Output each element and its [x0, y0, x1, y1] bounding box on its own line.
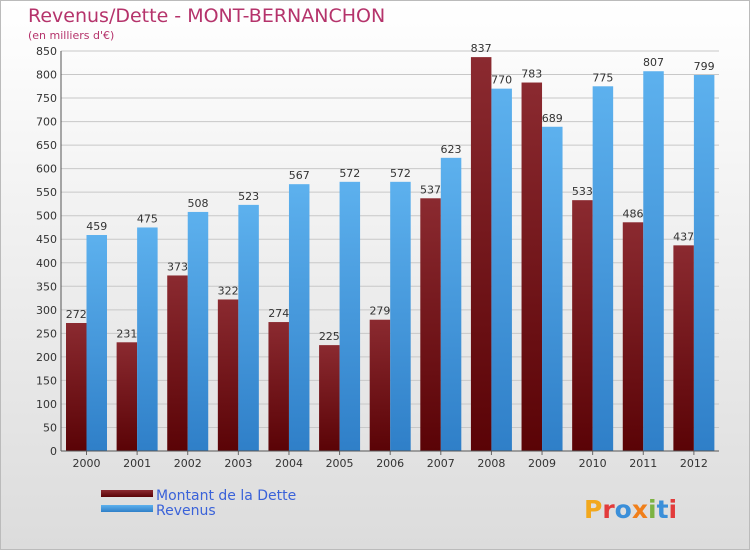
y-tick-label: 700	[36, 116, 57, 129]
bar-dette	[319, 345, 340, 451]
bar-dette	[369, 319, 391, 451]
value-label-revenus: 807	[643, 56, 664, 69]
value-label-revenus: 508	[187, 197, 208, 210]
bar-dette	[217, 299, 239, 451]
value-label-dette: 279	[369, 305, 390, 318]
legend-swatch-revenus	[101, 505, 153, 512]
labels-layer: 272 459 231 475 373 508 322 523 274 567 225 572 279 5…	[66, 42, 715, 343]
x-tick-label: 2010	[579, 457, 607, 470]
value-label-dette: 537	[420, 183, 441, 196]
axis-layer: 0 50 100 150 200 250 300 350 400 450 500 550 600 650 7…	[36, 45, 719, 470]
y-tick-label: 850	[36, 45, 57, 58]
proxiti-logo: Proxiti	[584, 495, 677, 524]
bar-dette	[420, 198, 441, 451]
y-tick-label: 200	[36, 351, 57, 364]
y-tick-label: 500	[36, 210, 57, 223]
bar-dette	[66, 323, 87, 451]
y-tick-label: 750	[36, 92, 57, 105]
x-tick-label: 2000	[73, 457, 101, 470]
value-label-dette: 837	[471, 42, 492, 55]
bar-dette	[167, 275, 188, 451]
legend: Montant de la Dette Revenus	[101, 488, 296, 519]
bar-revenus	[542, 126, 563, 451]
y-tick-label: 50	[43, 421, 57, 434]
x-tick-label: 2006	[376, 457, 404, 470]
bar-dette	[470, 57, 492, 451]
bar-revenus	[86, 235, 107, 451]
x-tick-label: 2007	[427, 457, 455, 470]
legend-swatch-debt	[101, 490, 153, 497]
x-tick-label: 2005	[326, 457, 354, 470]
x-tick-label: 2009	[528, 457, 556, 470]
y-tick-label: 100	[36, 398, 57, 411]
x-tick-label: 2004	[275, 457, 303, 470]
y-tick-label: 0	[50, 445, 57, 458]
bar-revenus	[491, 88, 512, 451]
y-tick-label: 650	[36, 139, 57, 152]
x-tick-label: 2001	[123, 457, 151, 470]
bar-revenus	[238, 204, 259, 451]
bar-revenus	[440, 157, 462, 451]
legend-label-revenus: Revenus	[156, 503, 216, 519]
value-label-revenus: 523	[238, 190, 259, 203]
value-label-revenus: 567	[289, 169, 310, 182]
y-tick-label: 400	[36, 257, 57, 270]
bar-revenus	[187, 211, 209, 451]
y-tick-label: 450	[36, 233, 57, 246]
bar-revenus	[693, 75, 715, 451]
value-label-dette: 783	[521, 68, 542, 81]
value-label-dette: 486	[623, 207, 644, 220]
y-tick-label: 250	[36, 327, 57, 340]
y-tick-label: 300	[36, 304, 57, 317]
bar-dette	[622, 222, 644, 451]
legend-label-debt: Montant de la Dette	[156, 488, 296, 504]
y-tick-label: 800	[36, 69, 57, 82]
value-label-revenus: 572	[390, 167, 411, 180]
value-label-revenus: 689	[542, 112, 563, 125]
value-label-revenus: 623	[441, 143, 462, 156]
x-tick-label: 2011	[629, 457, 657, 470]
value-label-revenus: 572	[339, 167, 360, 180]
chart-title: Revenus/Dette - MONT-BERNANCHON	[28, 5, 386, 27]
value-label-revenus: 770	[491, 74, 512, 87]
bar-dette	[673, 245, 694, 451]
value-label-dette: 225	[319, 330, 340, 343]
bar-revenus	[390, 181, 411, 451]
y-tick-label: 150	[36, 374, 57, 387]
value-label-revenus: 459	[86, 220, 107, 233]
value-label-revenus: 799	[694, 60, 715, 73]
bars-layer	[66, 57, 715, 452]
value-label-dette: 322	[218, 284, 239, 297]
bar-revenus	[137, 227, 158, 451]
x-tick-label: 2003	[224, 457, 252, 470]
x-tick-label: 2012	[680, 457, 708, 470]
y-tick-label: 350	[36, 280, 57, 293]
value-label-dette: 373	[167, 260, 188, 273]
value-label-revenus: 775	[592, 71, 613, 84]
bar-revenus	[643, 71, 664, 451]
value-label-dette: 272	[66, 308, 87, 321]
bar-revenus	[288, 184, 310, 452]
y-tick-label: 600	[36, 163, 57, 176]
logo: Proxiti	[584, 495, 677, 524]
y-tick-label: 550	[36, 186, 57, 199]
bar-revenus	[339, 181, 361, 451]
x-tick-label: 2008	[477, 457, 505, 470]
bar-dette	[116, 342, 138, 451]
bar-revenus	[592, 86, 614, 451]
x-tick-label: 2002	[174, 457, 202, 470]
bar-dette	[268, 322, 289, 451]
chart-subtitle: (en milliers d'€)	[28, 29, 115, 42]
bar-dette	[521, 82, 543, 451]
value-label-dette: 274	[268, 307, 289, 320]
value-label-dette: 533	[572, 185, 593, 198]
value-label-dette: 437	[673, 230, 694, 243]
value-label-revenus: 475	[137, 212, 158, 225]
value-label-dette: 231	[116, 327, 137, 340]
bar-dette	[572, 200, 593, 451]
